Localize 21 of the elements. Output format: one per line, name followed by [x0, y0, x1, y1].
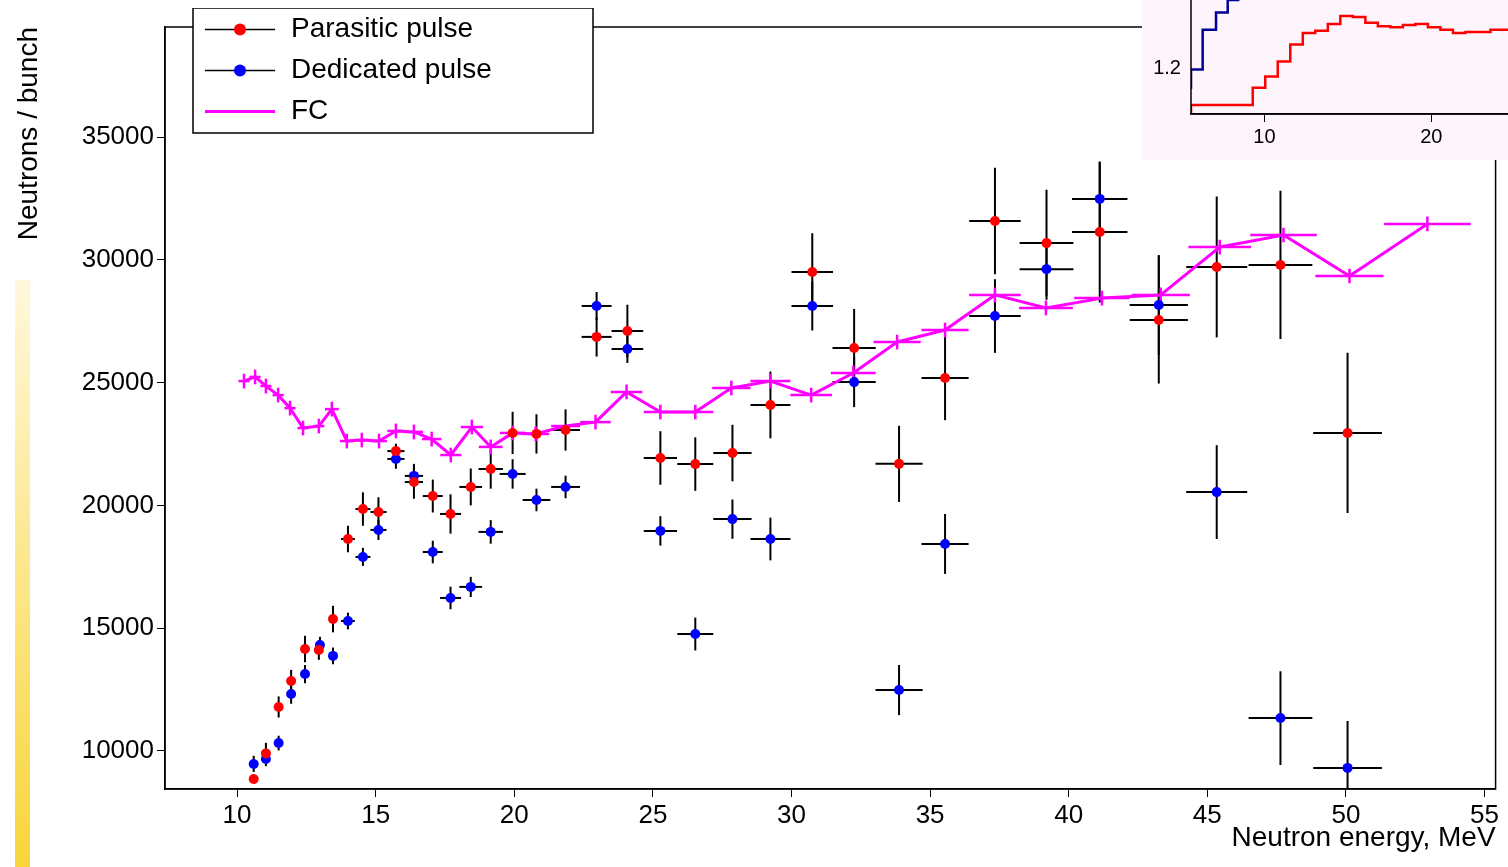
- y-axis-title: Neutrons / bunch: [11, 27, 43, 241]
- x-tick-label: 20: [1420, 124, 1443, 147]
- y-tick-label: 30000: [81, 242, 154, 273]
- y-tick-label: 20000: [81, 488, 154, 519]
- legend-label: Parasitic pulse: [291, 12, 474, 44]
- x-tick-label: 25: [638, 798, 668, 829]
- x-tick-label: 20: [499, 798, 529, 829]
- annotation: 1.2: [1153, 55, 1181, 78]
- x-tick-label: 30: [777, 798, 806, 829]
- y-tick-label: 25000: [81, 365, 154, 396]
- x-tick-label: 10: [222, 798, 252, 829]
- x-tick-label: 10: [1253, 124, 1276, 147]
- legend-label: Dedicated pulse: [291, 53, 492, 85]
- x-tick-label: 40: [1054, 798, 1084, 829]
- y-tick-label: 35000: [81, 120, 154, 151]
- y-tick-label: 10000: [81, 734, 154, 765]
- x-tick-label: 45: [1192, 798, 1222, 829]
- x-tick-label: 35: [915, 798, 945, 829]
- x-tick-label: 15: [361, 798, 391, 829]
- y-tick-label: 15000: [81, 611, 154, 642]
- legend-label: FC: [291, 94, 329, 126]
